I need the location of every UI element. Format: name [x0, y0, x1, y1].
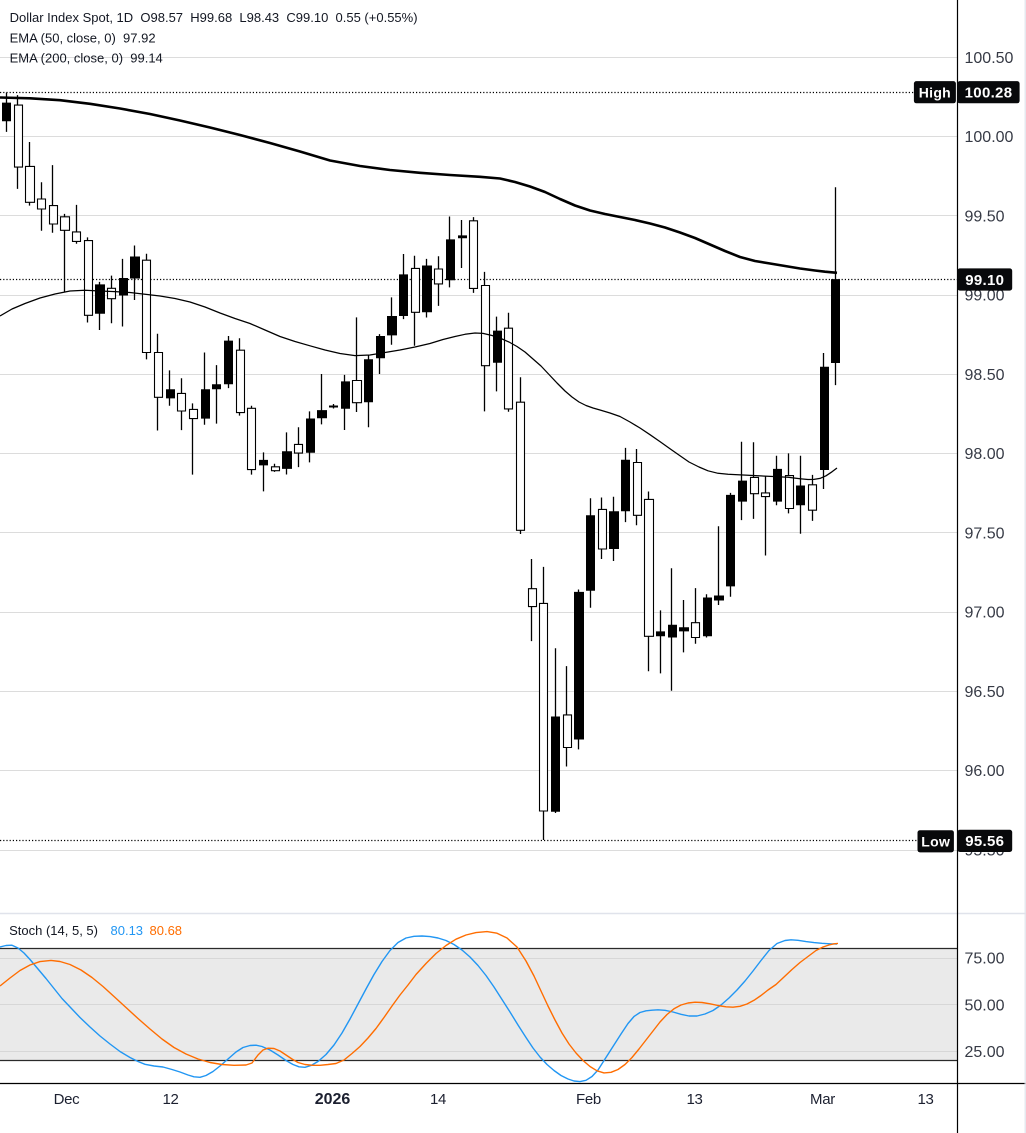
- svg-text:Mar: Mar: [810, 1091, 835, 1108]
- svg-text:12: 12: [162, 1091, 178, 1108]
- svg-text:98.00: 98.00: [965, 446, 1005, 463]
- svg-text:100.50: 100.50: [965, 50, 1014, 67]
- svg-text:80.68: 80.68: [150, 923, 183, 938]
- svg-text:Dec: Dec: [54, 1091, 81, 1108]
- svg-text:13: 13: [917, 1091, 933, 1108]
- svg-text:Feb: Feb: [576, 1091, 601, 1108]
- svg-text:50.00: 50.00: [965, 997, 1005, 1014]
- svg-text:95.56: 95.56: [965, 833, 1004, 850]
- svg-text:Stoch (14, 5, 5): Stoch (14, 5, 5): [9, 923, 98, 938]
- svg-text:75.00: 75.00: [965, 951, 1005, 968]
- svg-text:99.10: 99.10: [965, 272, 1004, 289]
- svg-text:99.50: 99.50: [965, 209, 1005, 226]
- svg-text:2026: 2026: [315, 1091, 351, 1108]
- svg-text:96.50: 96.50: [965, 684, 1005, 701]
- svg-text:80.13: 80.13: [111, 923, 144, 938]
- svg-text:13: 13: [686, 1091, 702, 1108]
- svg-text:99.00: 99.00: [965, 288, 1005, 305]
- svg-text:97.50: 97.50: [965, 526, 1005, 543]
- svg-text:EMA (50, close, 0) 97.92: EMA (50, close, 0) 97.92: [10, 31, 156, 46]
- svg-text:14: 14: [430, 1091, 446, 1108]
- svg-text:97.00: 97.00: [965, 605, 1005, 622]
- svg-text:100.28: 100.28: [965, 85, 1013, 102]
- svg-text:100.00: 100.00: [965, 129, 1014, 146]
- svg-text:96.00: 96.00: [965, 763, 1005, 780]
- svg-text:EMA (200, close, 0) 99.14: EMA (200, close, 0) 99.14: [10, 51, 163, 66]
- svg-text:Dollar Index Spot, 1D O98.57: Dollar Index Spot, 1D O98.57 H99.68 L98.…: [10, 10, 418, 25]
- svg-text:98.50: 98.50: [965, 367, 1005, 384]
- svg-text:Low: Low: [921, 834, 950, 850]
- svg-text:25.00: 25.00: [965, 1044, 1005, 1061]
- svg-text:High: High: [919, 85, 951, 101]
